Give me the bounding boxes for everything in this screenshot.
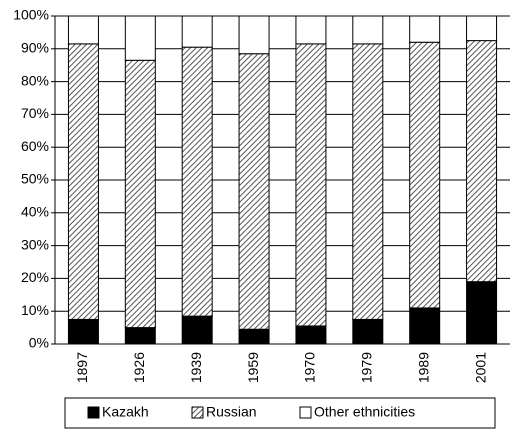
legend-swatch (191, 406, 204, 419)
bar-segment (67, 43, 99, 320)
bar-segment (238, 53, 270, 330)
legend-swatch (87, 406, 100, 419)
bar-segment (295, 325, 327, 345)
x-tick-label: 1926 (131, 352, 147, 383)
bar-segment (181, 46, 213, 317)
bar-segment (124, 59, 156, 329)
y-tick-label: 20% (21, 269, 49, 285)
legend-box (64, 397, 496, 429)
x-tick-label: 2001 (472, 352, 488, 383)
bar-segment (466, 15, 498, 42)
x-tick-label: 1970 (302, 352, 318, 383)
y-tick-label: 100% (13, 7, 49, 23)
bar-segment (466, 40, 498, 283)
bar-segment (352, 43, 384, 320)
bar-segment (238, 328, 270, 345)
bar-segment (67, 318, 99, 345)
bar-segment (181, 15, 213, 48)
bar-segment (238, 15, 270, 55)
bar-segment (181, 315, 213, 345)
bar-segment (67, 15, 99, 45)
y-tick-label: 80% (21, 72, 49, 88)
bar-segment (295, 43, 327, 327)
x-tick-label: 1897 (74, 352, 90, 383)
bar-segment (352, 15, 384, 45)
y-tick-label: 0% (29, 335, 49, 351)
bar-segment (295, 15, 327, 45)
bar-segment (124, 15, 156, 61)
y-tick-label: 50% (21, 171, 49, 187)
legend-label: Other ethnicities (314, 404, 415, 420)
x-tick-label: 1989 (415, 352, 431, 383)
legend-label: Kazakh (102, 404, 149, 420)
legend-swatch (299, 406, 312, 419)
x-tick-label: 1979 (359, 352, 375, 383)
y-tick-label: 40% (21, 204, 49, 220)
legend-label: Russian (206, 404, 257, 420)
bar-segment (409, 41, 441, 309)
bar-segment (409, 15, 441, 43)
x-tick-label: 1959 (245, 352, 261, 383)
bar-segment (466, 281, 498, 345)
bar-segment (352, 318, 384, 345)
bar-segment (124, 327, 156, 345)
y-tick-label: 30% (21, 236, 49, 252)
y-tick-label: 70% (21, 105, 49, 121)
x-tick-label: 1939 (188, 352, 204, 383)
y-tick-label: 60% (21, 138, 49, 154)
y-tick-label: 10% (21, 302, 49, 318)
bar-segment (409, 307, 441, 345)
y-tick-label: 90% (21, 40, 49, 56)
